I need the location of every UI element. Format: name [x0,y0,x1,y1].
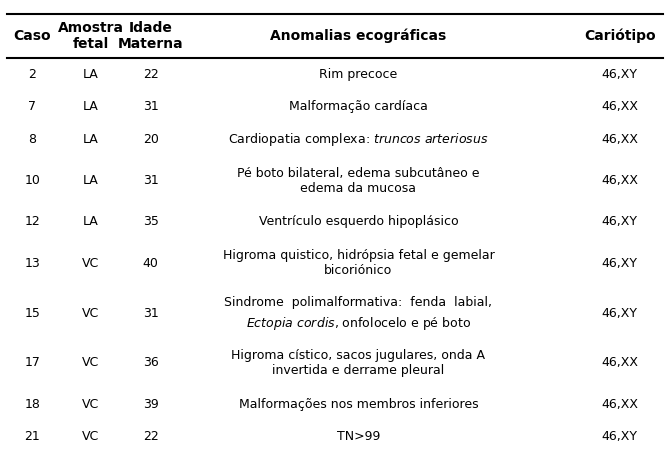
Text: 20: 20 [143,133,159,146]
Text: 22: 22 [143,430,159,443]
Text: LA: LA [82,216,98,228]
Text: VC: VC [82,357,99,369]
Text: LA: LA [82,101,98,113]
Text: 22: 22 [143,68,159,81]
Text: 15: 15 [24,307,40,319]
Text: 21: 21 [24,430,40,443]
Text: 18: 18 [24,398,40,410]
Text: 12: 12 [24,216,40,228]
Text: 46,XX: 46,XX [601,101,639,113]
Text: Malformações nos membros inferiores: Malformações nos membros inferiores [239,398,478,410]
Text: Amostra
fetal: Amostra fetal [58,21,123,51]
Text: 46,XY: 46,XY [602,68,638,81]
Text: 31: 31 [143,307,159,319]
Text: 36: 36 [143,357,159,369]
Text: Sindrome  polimalformativa:  fenda  labial,: Sindrome polimalformativa: fenda labial, [224,295,492,308]
Text: 46,XX: 46,XX [601,357,639,369]
Text: 46,XX: 46,XX [601,398,639,410]
Text: 8: 8 [28,133,36,146]
Text: Caso: Caso [13,29,51,43]
Text: Idade
Materna: Idade Materna [118,21,184,51]
Text: 31: 31 [143,101,159,113]
Text: Higroma cístico, sacos jugulares, onda A
invertida e derrame pleural: Higroma cístico, sacos jugulares, onda A… [231,349,486,377]
Text: $\mathit{Ectopia\ cordis}$, onfolocelo e pé boto: $\mathit{Ectopia\ cordis}$, onfolocelo e… [246,315,471,333]
Text: Ventrículo esquerdo hipoplásico: Ventrículo esquerdo hipoplásico [259,216,458,228]
Text: Cariótipo: Cariótipo [584,29,655,43]
Text: 46,XX: 46,XX [601,174,639,187]
Text: 13: 13 [24,257,40,270]
Text: 46,XY: 46,XY [602,216,638,228]
Text: 46,XY: 46,XY [602,430,638,443]
Text: 17: 17 [24,357,40,369]
Text: 10: 10 [24,174,40,187]
Text: LA: LA [82,174,98,187]
Text: 2: 2 [28,68,36,81]
Text: Anomalias ecográficas: Anomalias ecográficas [270,29,447,43]
Text: VC: VC [82,257,99,270]
Text: Cardiopatia complexa: $\mathit{truncos\ arteriosus}$: Cardiopatia complexa: $\mathit{truncos\ … [228,131,488,148]
Text: 35: 35 [143,216,159,228]
Text: 46,XY: 46,XY [602,257,638,270]
Text: 7: 7 [28,101,36,113]
Text: 40: 40 [143,257,159,270]
Text: LA: LA [82,133,98,146]
Text: 46,XX: 46,XX [601,133,639,146]
Text: Pé boto bilateral, edema subcutâneo e
edema da mucosa: Pé boto bilateral, edema subcutâneo e ed… [237,167,480,195]
Text: Higroma quistico, hidrópsia fetal e gemelar
bicoriónico: Higroma quistico, hidrópsia fetal e geme… [222,249,494,277]
Text: 39: 39 [143,398,159,410]
Text: 31: 31 [143,174,159,187]
Text: VC: VC [82,398,99,410]
Text: Malformação cardíaca: Malformação cardíaca [289,101,428,113]
Text: 46,XY: 46,XY [602,307,638,319]
Text: VC: VC [82,430,99,443]
Text: VC: VC [82,307,99,319]
Text: Rim precoce: Rim precoce [320,68,397,81]
Text: TN>99: TN>99 [337,430,380,443]
Text: LA: LA [82,68,98,81]
